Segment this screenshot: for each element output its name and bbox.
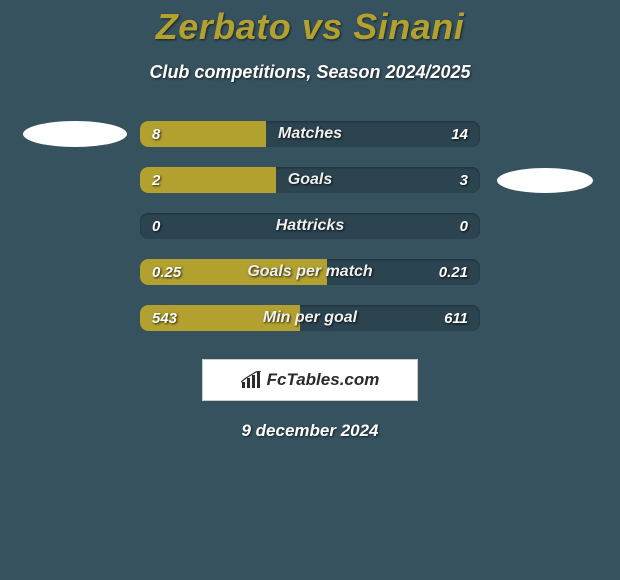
player-right-avatar: [497, 168, 593, 193]
comparison-widget: Zerbato vs Sinani Club competitions, Sea…: [0, 0, 620, 441]
stat-label: Goals per match: [140, 259, 480, 285]
stat-row: 543 Min per goal 611: [0, 305, 620, 331]
left-avatar-slot: [20, 167, 130, 193]
stat-bar: 543 Min per goal 611: [140, 305, 480, 331]
right-avatar-slot: [490, 305, 600, 331]
stat-bar: 2 Goals 3: [140, 167, 480, 193]
left-avatar-slot: [20, 121, 130, 147]
stat-value-right: 3: [460, 167, 468, 193]
stat-value-right: 611: [444, 305, 468, 331]
stat-label: Goals: [140, 167, 480, 193]
right-avatar-slot: [490, 259, 600, 285]
fctables-logo[interactable]: FcTables.com: [202, 359, 418, 401]
stat-value-right: 14: [451, 121, 468, 147]
stat-bar: 0.25 Goals per match 0.21: [140, 259, 480, 285]
left-avatar-slot: [20, 259, 130, 285]
stat-label: Min per goal: [140, 305, 480, 331]
right-avatar-slot: [490, 167, 600, 193]
stat-bar: 0 Hattricks 0: [140, 213, 480, 239]
left-avatar-slot: [20, 213, 130, 239]
subtitle: Club competitions, Season 2024/2025: [149, 62, 470, 83]
stat-row: 0.25 Goals per match 0.21: [0, 259, 620, 285]
right-avatar-slot: [490, 213, 600, 239]
stat-row: 2 Goals 3: [0, 167, 620, 193]
right-avatar-slot: [490, 121, 600, 147]
logo-text: FcTables.com: [267, 370, 380, 390]
stat-row: 8 Matches 14: [0, 121, 620, 147]
stat-value-right: 0.21: [439, 259, 468, 285]
stat-label: Matches: [140, 121, 480, 147]
stat-value-right: 0: [460, 213, 468, 239]
stat-label: Hattricks: [140, 213, 480, 239]
date-line: 9 december 2024: [241, 421, 378, 441]
stat-bar: 8 Matches 14: [140, 121, 480, 147]
page-title: Zerbato vs Sinani: [156, 6, 465, 48]
stat-row: 0 Hattricks 0: [0, 213, 620, 239]
stats-area: 8 Matches 14 2 Goals 3 0 Hattric: [0, 121, 620, 351]
player-left-avatar: [23, 121, 127, 147]
left-avatar-slot: [20, 305, 130, 331]
bar-chart-icon: [241, 371, 263, 389]
